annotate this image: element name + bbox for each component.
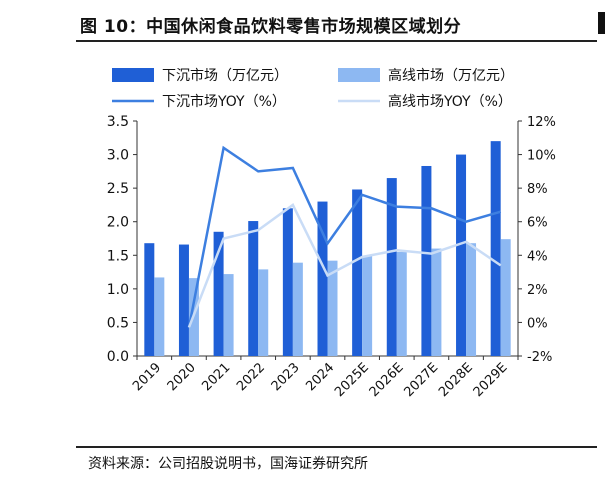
- right-tick-label: 8%: [527, 182, 548, 197]
- left-tick-label: 3.0: [107, 148, 129, 164]
- left-tick-label: 3.5: [107, 114, 129, 130]
- bar-higher-tier: [500, 239, 511, 356]
- bar-higher-tier: [154, 277, 165, 356]
- legend: 下沉市场（万亿元） 高线市场（万亿元） 下沉市场YOY（%） 高线市场YOY（%）: [112, 67, 514, 110]
- right-tick-label: 4%: [527, 249, 548, 264]
- x-tick-label: 2023: [269, 360, 303, 394]
- bar-higher-tier: [223, 274, 234, 356]
- right-tick-label: 12%: [527, 115, 556, 130]
- bar-lower-tier: [282, 208, 293, 356]
- legend-swatch: [112, 68, 154, 82]
- left-tick-label: 0.0: [107, 349, 129, 365]
- line-lower-tier-yoy: [187, 145, 502, 328]
- x-tick-label: 2022: [234, 360, 268, 394]
- bar-higher-tier: [362, 255, 373, 356]
- left-tick-label: 1.5: [107, 248, 129, 264]
- bar-higher-tier: [466, 243, 477, 356]
- bar-higher-tier: [292, 262, 303, 356]
- right-tick-label: 0%: [527, 316, 548, 331]
- source-note: 资料来源：公司招股说明书，国海证券研究所: [88, 456, 368, 472]
- bar-group: [144, 141, 511, 356]
- legend-label: 高线市场（万亿元）: [388, 67, 514, 84]
- edge-marker: [598, 12, 605, 34]
- line-group: [187, 145, 502, 328]
- footer-divider: [76, 446, 597, 448]
- x-tick-label: 2028E: [436, 360, 476, 400]
- x-tick-label: 2019: [130, 360, 164, 394]
- bar-lower-tier: [421, 165, 432, 356]
- left-tick-label: 2.5: [107, 181, 129, 197]
- legend-label: 下沉市场（万亿元）: [162, 67, 288, 84]
- bar-higher-tier: [258, 269, 269, 356]
- x-tick-label: 2026E: [367, 360, 407, 400]
- right-tick-label: 6%: [527, 216, 548, 231]
- bar-higher-tier: [431, 248, 442, 356]
- right-tick-label: 10%: [527, 149, 556, 164]
- legend-label: 下沉市场YOY（%）: [162, 93, 286, 110]
- bar-lower-tier: [352, 189, 363, 356]
- bar-lower-tier: [317, 201, 328, 356]
- bar-lower-tier: [456, 154, 467, 356]
- line-higher-tier-yoy: [187, 203, 502, 328]
- bar-lower-tier: [144, 243, 155, 356]
- right-tick-label: 2%: [527, 283, 548, 298]
- bar-lower-tier: [386, 178, 397, 356]
- title-divider: [76, 40, 597, 42]
- legend-swatch: [338, 68, 380, 82]
- bar-lower-tier: [490, 141, 501, 356]
- x-tick-label: 2027E: [401, 360, 441, 400]
- legend-label: 高线市场YOY（%）: [388, 93, 512, 110]
- left-tick-label: 2.0: [107, 215, 129, 231]
- bar-lower-tier: [178, 244, 189, 356]
- figure-title: 图 10：中国休闲食品饮料零售市场规模区域划分: [80, 17, 462, 37]
- bar-higher-tier: [396, 251, 407, 356]
- x-tick-label: 2025E: [332, 360, 372, 400]
- left-tick-label: 1.0: [107, 282, 129, 298]
- x-tick-label: 2021: [199, 360, 233, 394]
- right-tick-label: -2%: [527, 350, 552, 365]
- x-tick-label: 2029E: [471, 360, 511, 400]
- left-tick-label: 0.5: [107, 315, 129, 331]
- bar-higher-tier: [327, 260, 338, 356]
- bar-lower-tier: [213, 231, 224, 356]
- x-tick-label: 2020: [165, 360, 199, 394]
- bar-lower-tier: [248, 221, 259, 356]
